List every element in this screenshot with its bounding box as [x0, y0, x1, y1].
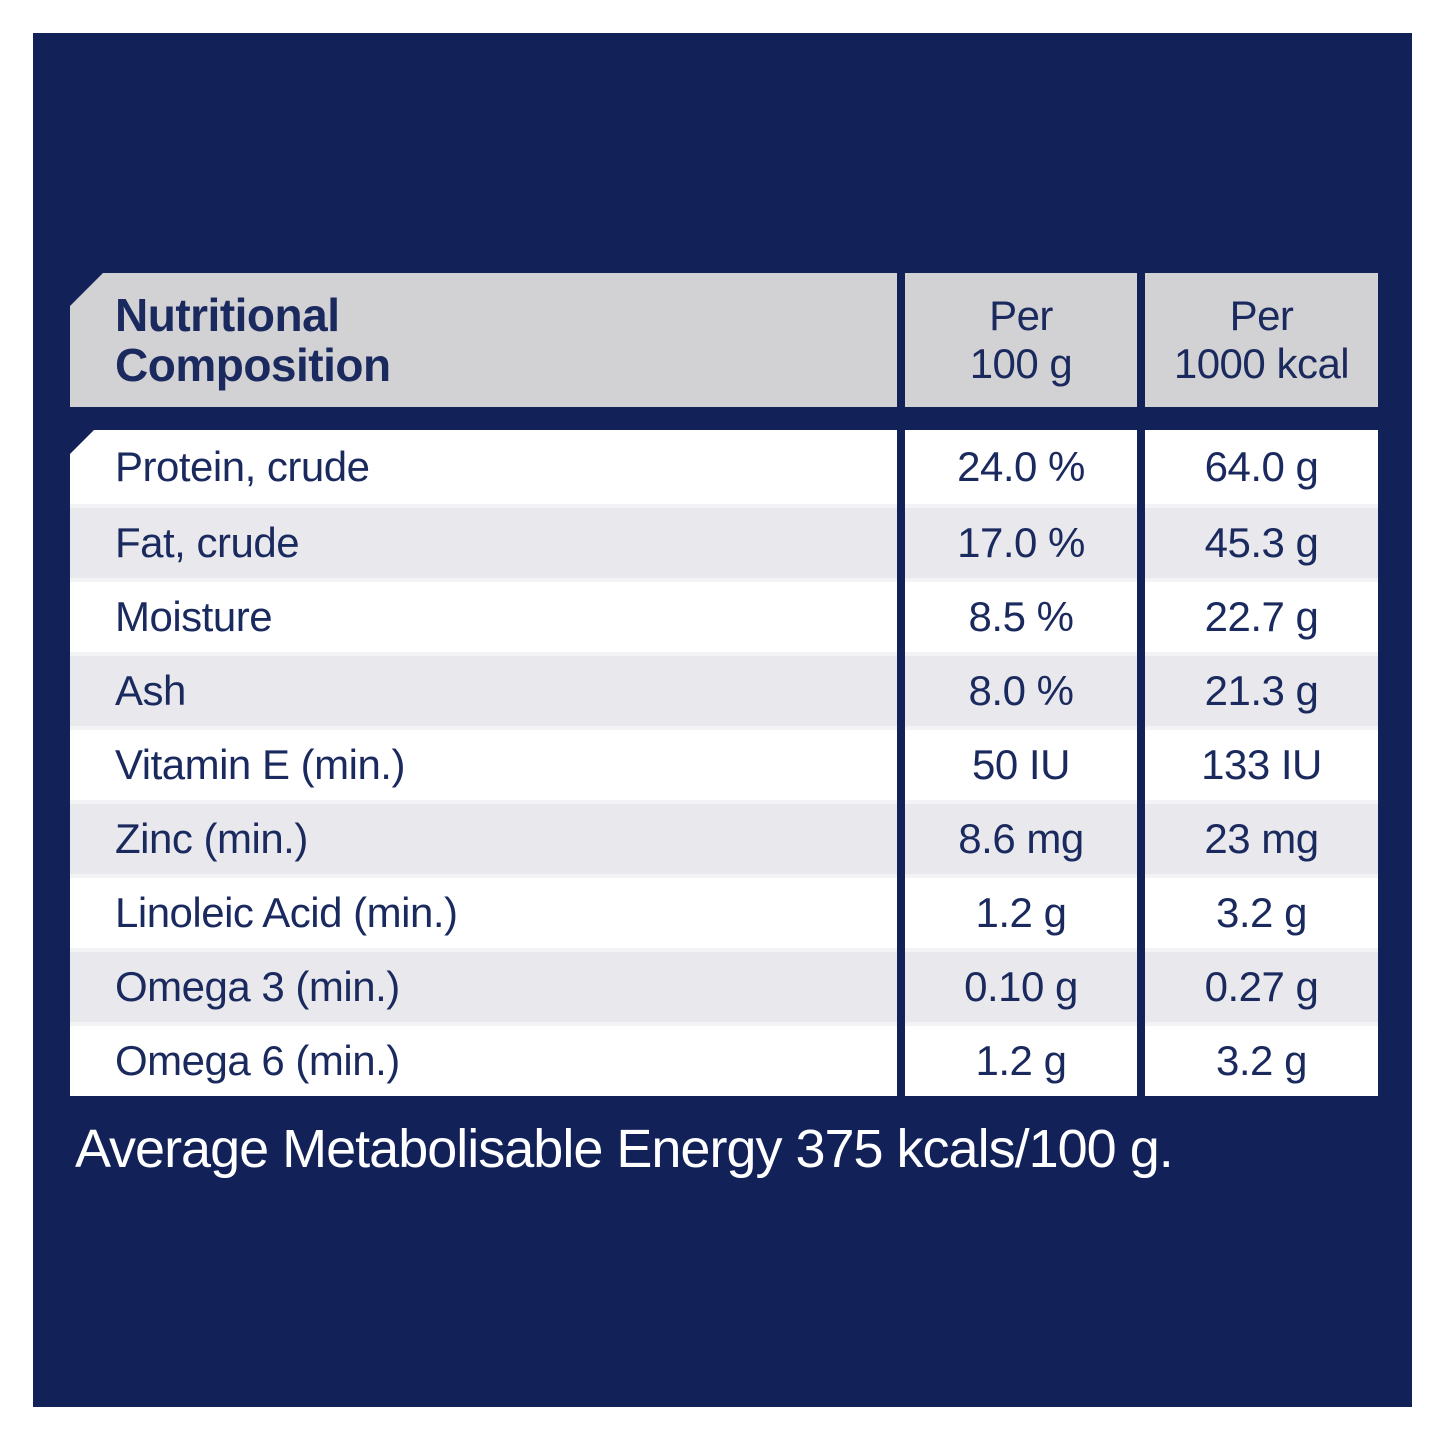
row-value-per-1000kcal: 0.27 g — [1145, 948, 1378, 1022]
row-value-per-100g: 17.0 % — [905, 504, 1137, 578]
row-value-per-1000kcal: 3.2 g — [1145, 1022, 1378, 1096]
table-title-cell: Nutritional Composition — [70, 273, 897, 407]
row-value-per-1000kcal: 45.3 g — [1145, 504, 1378, 578]
table-row: Linoleic Acid (min.) 1.2 g 3.2 g — [70, 874, 1378, 948]
row-label: Ash — [70, 652, 897, 726]
table-row: Protein, crude 24.0 % 64.0 g — [70, 430, 1378, 504]
table-row: Omega 3 (min.) 0.10 g 0.27 g — [70, 948, 1378, 1022]
table-row: Zinc (min.) 8.6 mg 23 mg — [70, 800, 1378, 874]
row-value-per-100g: 50 IU — [905, 726, 1137, 800]
row-value-per-100g: 24.0 % — [905, 430, 1137, 504]
table-title-line1: Nutritional — [115, 289, 340, 341]
row-value-per-100g: 8.5 % — [905, 578, 1137, 652]
row-label: Moisture — [70, 578, 897, 652]
column-header-per-1000kcal: Per 1000 kcal — [1145, 273, 1378, 407]
row-value-per-1000kcal: 23 mg — [1145, 800, 1378, 874]
column-header-per-100g-line1: Per — [989, 292, 1053, 339]
column-header-per-100g-line2: 100 g — [969, 340, 1073, 387]
column-header-per-1000kcal-line1: Per — [1229, 292, 1294, 339]
row-label: Zinc (min.) — [70, 800, 897, 874]
row-value-per-1000kcal: 22.7 g — [1145, 578, 1378, 652]
row-value-per-100g: 8.0 % — [905, 652, 1137, 726]
row-value-per-100g: 1.2 g — [905, 1022, 1137, 1096]
row-value-per-1000kcal: 3.2 g — [1145, 874, 1378, 948]
column-header-per-100g: Per 100 g — [905, 273, 1137, 407]
row-value-per-100g: 8.6 mg — [905, 800, 1137, 874]
row-value-per-1000kcal: 133 IU — [1145, 726, 1378, 800]
table-body: Protein, crude 24.0 % 64.0 g Fat, crude … — [70, 430, 1378, 1096]
row-label: Linoleic Acid (min.) — [70, 874, 897, 948]
row-value-per-100g: 1.2 g — [905, 874, 1137, 948]
row-label: Fat, crude — [70, 504, 897, 578]
table-header: Nutritional Composition Per 100 g Per 10… — [70, 273, 1378, 407]
table-title-line2: Composition — [115, 339, 391, 391]
row-label: Omega 6 (min.) — [70, 1022, 897, 1096]
column-header-per-1000kcal-line2: 1000 kcal — [1173, 340, 1350, 387]
row-value-per-1000kcal: 21.3 g — [1145, 652, 1378, 726]
row-label: Vitamin E (min.) — [70, 726, 897, 800]
table-row: Moisture 8.5 % 22.7 g — [70, 578, 1378, 652]
metabolisable-energy-note: Average Metabolisable Energy 375 kcals/1… — [75, 1119, 1174, 1179]
table-row: Omega 6 (min.) 1.2 g 3.2 g — [70, 1022, 1378, 1096]
row-label: Omega 3 (min.) — [70, 948, 897, 1022]
row-value-per-100g: 0.10 g — [905, 948, 1137, 1022]
table-row: Ash 8.0 % 21.3 g — [70, 652, 1378, 726]
table-row: Fat, crude 17.0 % 45.3 g — [70, 504, 1378, 578]
row-label: Protein, crude — [70, 430, 897, 504]
row-value-per-1000kcal: 64.0 g — [1145, 430, 1378, 504]
table-row: Vitamin E (min.) 50 IU 133 IU — [70, 726, 1378, 800]
nutrition-panel: Nutritional Composition Per 100 g Per 10… — [33, 33, 1412, 1407]
